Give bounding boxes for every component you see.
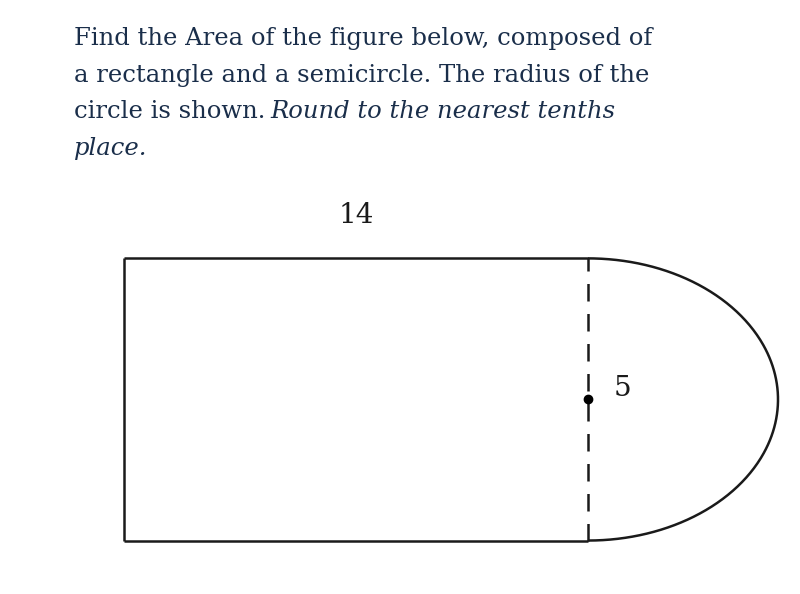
Text: 5: 5 [614,375,631,402]
Text: Round to the nearest tenths: Round to the nearest tenths [270,100,616,124]
Text: circle is shown.: circle is shown. [74,100,273,124]
Text: place.: place. [74,137,147,160]
Text: Find the Area of the figure below, composed of: Find the Area of the figure below, compo… [74,27,652,50]
Text: a rectangle and a semicircle. The radius of the: a rectangle and a semicircle. The radius… [74,64,649,87]
Text: 14: 14 [338,202,374,229]
